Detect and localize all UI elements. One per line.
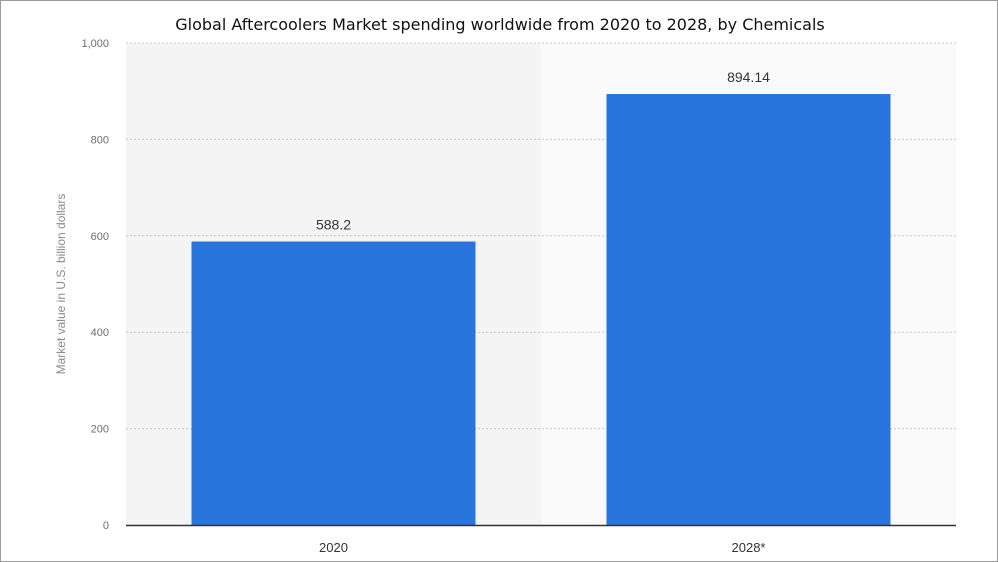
y-tick-label: 0: [103, 520, 109, 532]
y-tick-label: 200: [91, 424, 109, 436]
data-label: 894.14: [727, 69, 770, 85]
x-tick-label: 2020: [319, 540, 348, 555]
y-tick-label: 1,000: [81, 38, 109, 50]
data-label: 588.2: [316, 216, 351, 232]
y-tick-label: 800: [91, 134, 109, 146]
bar: [191, 241, 476, 525]
y-tick-label: 400: [91, 327, 109, 339]
y-tick-label: 600: [91, 231, 109, 243]
bar: [606, 94, 891, 525]
chart-title: Global Aftercoolers Market spending worl…: [175, 15, 825, 34]
x-tick-label: 2028*: [732, 540, 766, 555]
